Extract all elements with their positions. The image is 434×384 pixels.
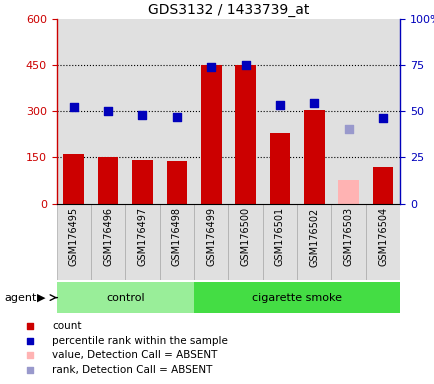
Point <box>70 104 77 110</box>
Bar <box>303 110 324 204</box>
FancyBboxPatch shape <box>194 282 399 313</box>
Point <box>345 126 352 132</box>
Text: agent: agent <box>4 293 36 303</box>
Text: GSM176496: GSM176496 <box>103 207 113 266</box>
Bar <box>132 160 152 204</box>
Bar <box>98 157 118 204</box>
Text: GSM176495: GSM176495 <box>69 207 79 266</box>
Point <box>310 100 317 106</box>
Text: value, Detection Call = ABSENT: value, Detection Call = ABSENT <box>52 351 217 361</box>
Point <box>207 65 214 71</box>
FancyBboxPatch shape <box>365 204 399 280</box>
Bar <box>166 161 187 204</box>
Text: GSM176502: GSM176502 <box>309 207 319 266</box>
Point <box>27 353 34 359</box>
FancyBboxPatch shape <box>159 204 194 280</box>
Bar <box>125 19 159 204</box>
FancyBboxPatch shape <box>56 204 91 280</box>
Text: GSM176501: GSM176501 <box>274 207 284 266</box>
Text: percentile rank within the sample: percentile rank within the sample <box>52 336 227 346</box>
Bar <box>331 19 365 204</box>
FancyBboxPatch shape <box>194 204 228 280</box>
Point <box>27 338 34 344</box>
Bar <box>56 19 91 204</box>
Bar <box>372 167 392 204</box>
Point <box>27 323 34 329</box>
Point <box>173 114 180 120</box>
Point <box>139 112 146 118</box>
FancyBboxPatch shape <box>331 204 365 280</box>
Text: count: count <box>52 321 82 331</box>
Text: GSM176504: GSM176504 <box>377 207 387 266</box>
Bar <box>296 19 331 204</box>
Point <box>379 115 386 121</box>
Text: ▶: ▶ <box>37 293 46 303</box>
Bar <box>91 19 125 204</box>
Bar <box>235 65 255 204</box>
Point <box>27 367 34 373</box>
Text: GSM176503: GSM176503 <box>343 207 353 266</box>
Text: GSM176499: GSM176499 <box>206 207 216 266</box>
Text: cigarette smoke: cigarette smoke <box>252 293 341 303</box>
FancyBboxPatch shape <box>56 282 194 313</box>
Bar <box>365 19 399 204</box>
Text: GSM176498: GSM176498 <box>171 207 181 266</box>
Point <box>276 102 283 108</box>
Bar <box>269 133 289 204</box>
Bar <box>338 180 358 204</box>
Title: GDS3132 / 1433739_at: GDS3132 / 1433739_at <box>148 3 308 17</box>
FancyBboxPatch shape <box>262 204 296 280</box>
Bar <box>63 154 84 204</box>
FancyBboxPatch shape <box>228 204 262 280</box>
Bar <box>159 19 194 204</box>
Text: GSM176497: GSM176497 <box>137 207 147 266</box>
FancyBboxPatch shape <box>125 204 159 280</box>
Text: control: control <box>106 293 144 303</box>
Bar <box>194 19 228 204</box>
Bar <box>262 19 296 204</box>
Bar <box>228 19 262 204</box>
Point <box>242 62 249 68</box>
Text: GSM176500: GSM176500 <box>240 207 250 266</box>
Point <box>105 108 111 114</box>
Text: rank, Detection Call = ABSENT: rank, Detection Call = ABSENT <box>52 365 212 375</box>
FancyBboxPatch shape <box>296 204 331 280</box>
Bar <box>201 65 221 204</box>
FancyBboxPatch shape <box>91 204 125 280</box>
